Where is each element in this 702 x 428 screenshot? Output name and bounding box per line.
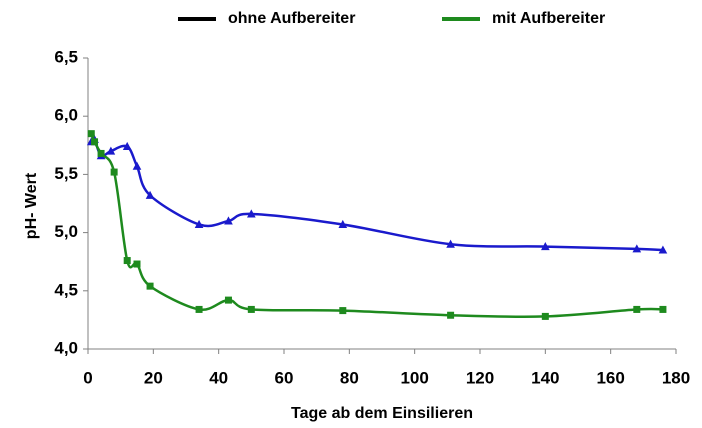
marker: [633, 305, 641, 313]
marker: [133, 260, 141, 268]
y-tick-label: 6,0: [54, 106, 78, 125]
marker: [632, 244, 642, 253]
marker: [338, 219, 348, 228]
marker: [195, 305, 203, 313]
marker: [224, 296, 232, 304]
x-tick-label: 100: [400, 368, 428, 387]
marker: [247, 305, 255, 313]
y-tick-label: 5,0: [54, 222, 78, 241]
marker: [246, 209, 256, 218]
x-tick-label: 20: [144, 368, 163, 387]
x-tick-label: 80: [340, 368, 359, 387]
x-axis-label: Tage ab dem Einsilieren: [291, 405, 473, 422]
y-tick-label: 4,5: [54, 280, 78, 299]
x-tick-label: 60: [275, 368, 294, 387]
marker: [658, 245, 668, 254]
x-tick-label: 140: [531, 368, 559, 387]
x-tick-label: 0: [83, 368, 92, 387]
legend-label: ohne Aufbereiter: [228, 10, 355, 27]
y-tick-label: 6,5: [54, 47, 78, 66]
marker: [91, 138, 99, 146]
marker: [339, 307, 347, 315]
marker: [97, 149, 105, 157]
marker: [110, 168, 118, 176]
marker: [122, 141, 132, 150]
y-tick-label: 4,0: [54, 338, 78, 357]
marker: [447, 311, 455, 319]
x-tick-label: 160: [596, 368, 624, 387]
marker: [106, 146, 116, 155]
marker: [87, 130, 95, 138]
y-axis-label: pH- Wert: [23, 172, 40, 239]
x-tick-label: 180: [662, 368, 690, 387]
marker: [446, 239, 455, 248]
y-tick-label: 5,5: [54, 164, 78, 183]
marker: [145, 190, 155, 199]
x-tick-label: 120: [466, 368, 494, 387]
marker: [146, 282, 154, 290]
line: [90, 133, 663, 319]
marker: [132, 161, 142, 170]
line: [90, 137, 663, 252]
x-tick-label: 40: [209, 368, 228, 387]
marker: [541, 312, 549, 320]
marker: [123, 257, 131, 265]
marker: [659, 305, 667, 313]
legend-label: mit Aufbereiter: [492, 10, 605, 27]
marker: [224, 216, 233, 225]
marker: [194, 219, 204, 228]
marker: [540, 242, 550, 251]
